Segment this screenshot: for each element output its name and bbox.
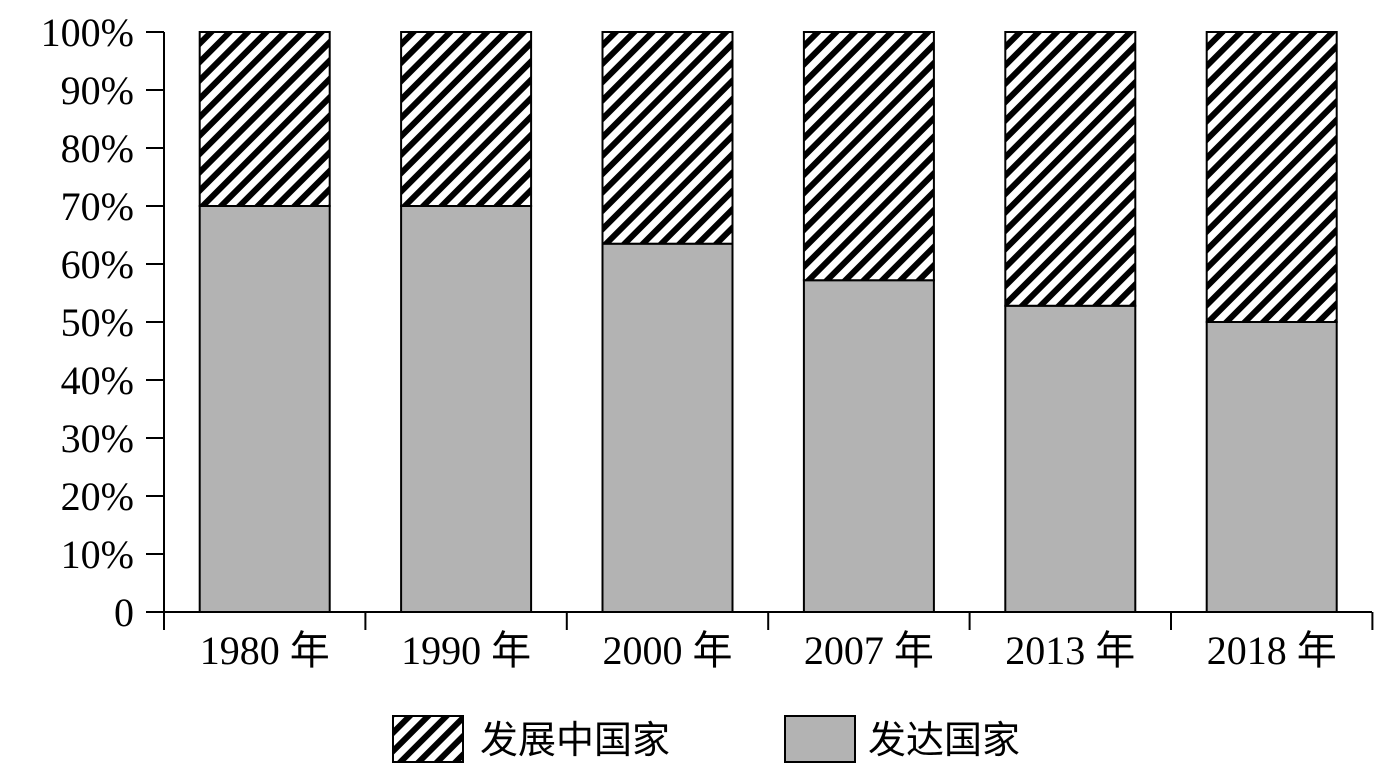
bar-developing-2	[400, 31, 533, 207]
y-tick-label: 70%	[61, 184, 134, 229]
bar-developed-4	[802, 279, 935, 613]
bar-developed-3	[601, 242, 734, 613]
bar-developed-6	[1205, 321, 1338, 613]
y-tick-label: 10%	[61, 532, 134, 577]
bar-developing-1	[198, 31, 331, 207]
legend-label-developing: 发展中国家	[480, 718, 670, 762]
bars-group	[198, 31, 1338, 613]
bar-developing-6	[1205, 31, 1338, 323]
y-tick-label: 60%	[61, 242, 134, 287]
y-tick-label: 80%	[61, 126, 134, 171]
x-tick-label: 1990 年	[401, 628, 531, 673]
y-tick-label: 100%	[41, 10, 134, 55]
bar-developed-1	[198, 205, 331, 613]
legend-label-developed: 发达国家	[868, 718, 1020, 762]
y-tick-label: 20%	[61, 474, 134, 519]
x-axis: 1980 年 1990 年 2000 年 2007 年 2013 年 2018 年	[163, 611, 1374, 673]
x-tick-label: 2007 年	[804, 628, 934, 673]
y-tick-label: 50%	[61, 300, 134, 345]
y-tick-label: 30%	[61, 416, 134, 461]
legend-swatch-developing	[392, 715, 464, 763]
bar-developing-5	[1004, 31, 1137, 307]
legend-swatch-developed	[784, 715, 856, 763]
bar-developing-4	[802, 31, 935, 282]
bar-developing-3	[601, 31, 734, 245]
bar-developed-2	[400, 205, 533, 613]
bar-developed-5	[1004, 304, 1137, 613]
x-tick-label: 2018 年	[1207, 628, 1337, 673]
x-tick-label: 1980 年	[200, 628, 330, 673]
y-tick-label: 0	[114, 590, 134, 635]
legend: 发展中国家 发达国家	[392, 715, 1020, 763]
y-tick-label: 40%	[61, 358, 134, 403]
x-tick-label: 2000 年	[603, 628, 733, 673]
y-axis: 0 10% 20% 30% 40% 50% 60% 70% 80% 90% 100%	[41, 10, 165, 635]
x-tick-label: 2013 年	[1005, 628, 1135, 673]
y-tick-label: 90%	[61, 68, 134, 113]
